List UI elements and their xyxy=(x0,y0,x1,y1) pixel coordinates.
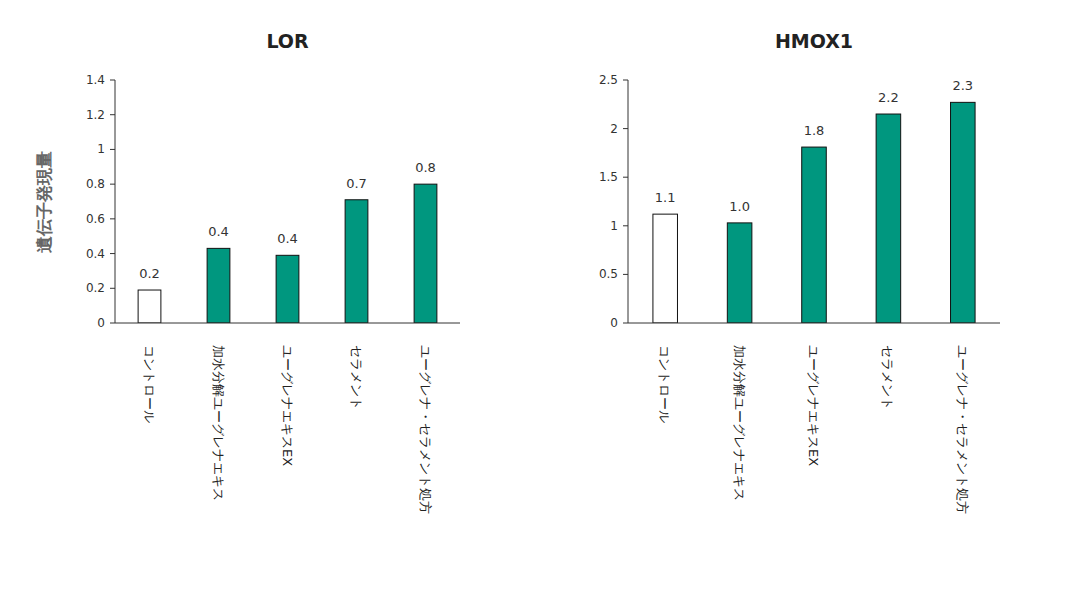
y-tick xyxy=(623,128,628,129)
y-tick xyxy=(110,218,115,219)
data-label: 1.8 xyxy=(804,123,825,138)
bar xyxy=(951,102,976,323)
bars xyxy=(653,102,975,323)
y-tick-label: 0.6 xyxy=(86,212,105,226)
y-tick-label: 1.5 xyxy=(599,170,618,184)
y-tick xyxy=(110,80,115,81)
x-tick-label: 加水分解ユーグレナエキス xyxy=(732,345,747,501)
y-tick-label: 0 xyxy=(610,316,618,330)
x-tick-label: ユーグレナ・セラメント処方 xyxy=(955,345,970,514)
data-label: 0.7 xyxy=(346,176,367,191)
y-tick-label: 1.4 xyxy=(86,73,105,87)
bar xyxy=(207,248,230,323)
y-tick xyxy=(110,114,115,115)
y-tick xyxy=(623,274,628,275)
y-tick xyxy=(110,323,115,324)
bar xyxy=(876,114,901,323)
x-tick-label: ユーグレナエキスEX xyxy=(806,345,821,466)
x-tick-label: コントロール xyxy=(657,345,672,423)
y-tick-label: 2 xyxy=(610,122,618,136)
bar xyxy=(802,147,827,323)
y-tick xyxy=(623,177,628,178)
y-tick-label: 0 xyxy=(97,316,105,330)
y-tick xyxy=(623,323,628,324)
y-axis-line xyxy=(115,80,116,323)
bar xyxy=(138,290,161,323)
x-tick-label: セラメント xyxy=(880,345,895,410)
data-label: 0.2 xyxy=(139,266,160,281)
bar xyxy=(276,255,299,323)
y-axis-label: 遺伝子発現量 xyxy=(34,151,54,253)
y-tick-label: 0.8 xyxy=(86,177,105,191)
x-tick-label: コントロール xyxy=(142,345,157,423)
y-tick xyxy=(110,184,115,185)
y-tick-label: 1.2 xyxy=(86,108,105,122)
y-tick-label: 1 xyxy=(610,219,618,233)
x-tick-label: 加水分解ユーグレナエキス xyxy=(211,345,226,501)
x-axis-line xyxy=(115,323,460,324)
y-tick xyxy=(110,149,115,150)
bars xyxy=(138,184,437,323)
chart-title: HMOX1 xyxy=(775,30,853,52)
y-tick-label: 1 xyxy=(97,142,105,156)
data-label: 2.2 xyxy=(878,90,899,105)
chart-panel: HMOX1 0 0.5 1 1.5 2 2.5 1.1 1.0 1.8 2.2 2.3 コントロール 加水… xyxy=(599,30,1000,514)
y-tick-label: 2.5 xyxy=(599,73,618,87)
bar xyxy=(727,223,752,323)
data-label: 0.4 xyxy=(208,224,229,239)
x-tick-label: ユーグレナ・セラメント処方 xyxy=(418,345,433,514)
bar xyxy=(414,184,437,323)
bar xyxy=(653,214,678,323)
y-tick xyxy=(623,80,628,81)
y-tick-label: 0.2 xyxy=(86,281,105,295)
y-tick xyxy=(623,225,628,226)
x-axis-line xyxy=(628,323,1000,324)
chart-panel: LOR 遺伝子発現量 0 0.2 0.4 0.6 0.8 1 1.2 1.4 0.2 0.4 0.4 0.… xyxy=(34,30,460,514)
chart-title: LOR xyxy=(266,30,309,52)
chart-canvas: LOR 遺伝子発現量 0 0.2 0.4 0.6 0.8 1 1.2 1.4 0.2 0.4 0.4 0.… xyxy=(0,0,1069,606)
data-label: 0.8 xyxy=(415,160,436,175)
y-tick xyxy=(110,253,115,254)
x-tick-label: ユーグレナエキスEX xyxy=(280,345,295,466)
y-tick-label: 0.4 xyxy=(86,247,105,261)
y-tick-label: 0.5 xyxy=(599,267,618,281)
bar xyxy=(345,200,368,323)
data-label: 0.4 xyxy=(277,231,298,246)
x-tick-label: セラメント xyxy=(349,345,364,410)
data-label: 1.1 xyxy=(655,190,676,205)
y-axis-line xyxy=(628,80,629,323)
y-tick xyxy=(110,288,115,289)
data-label: 2.3 xyxy=(952,78,973,93)
data-label: 1.0 xyxy=(729,199,750,214)
